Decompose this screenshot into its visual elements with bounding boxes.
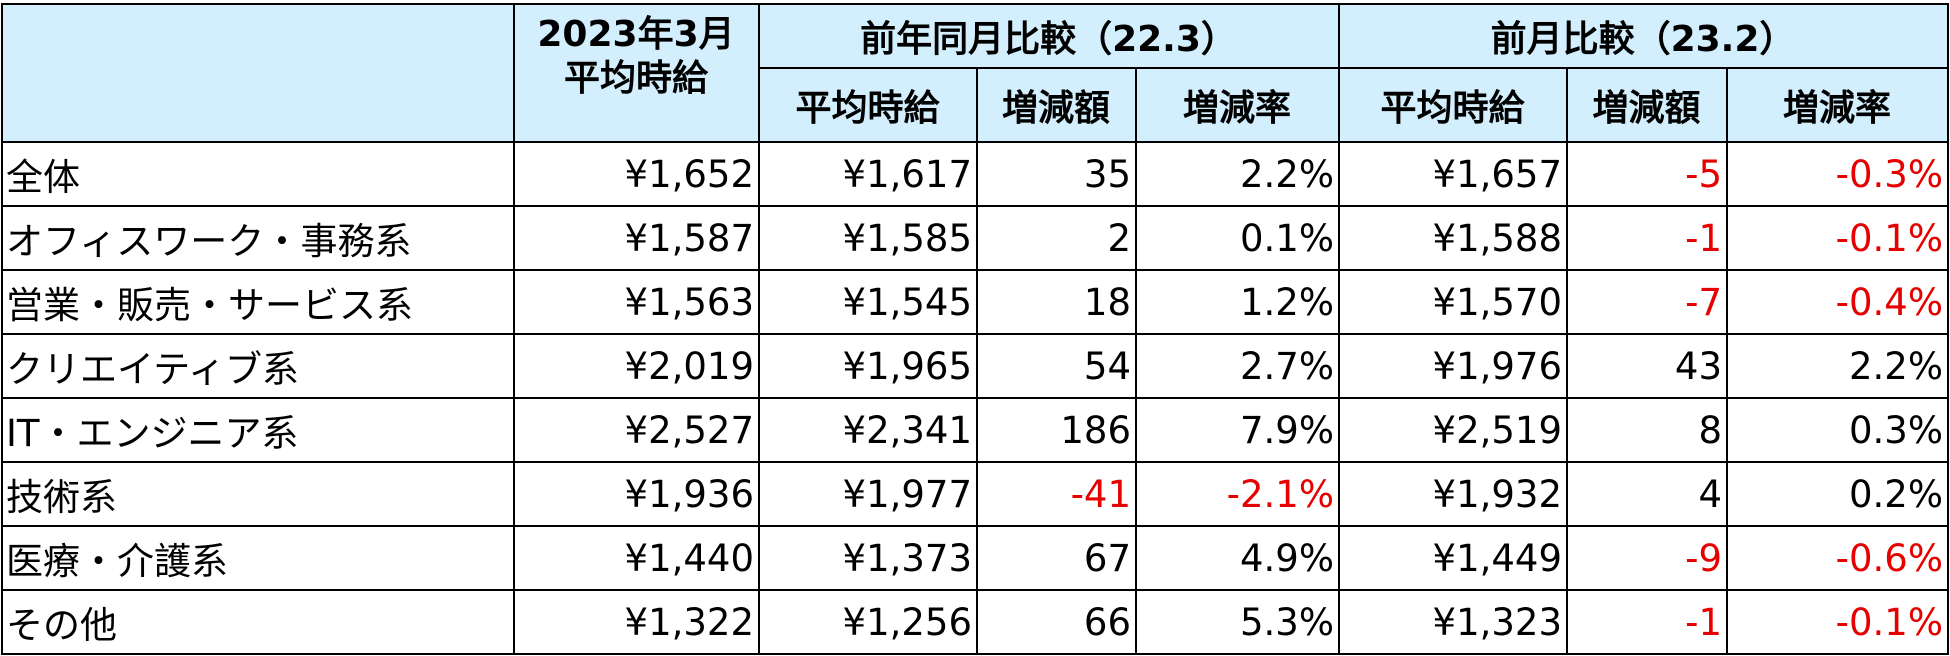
cell: -2.1% bbox=[1135, 461, 1340, 527]
table-row: クリエイティブ系 ¥2,019 ¥1,965 54 2.7% ¥1,976 43 2.2% bbox=[1, 333, 1949, 399]
table-row: IT・エンジニア系 ¥2,527 ¥2,341 186 7.9% ¥2,519 8 0.3% bbox=[1, 397, 1949, 463]
table-row: 医療・介護系 ¥1,440 ¥1,373 67 4.9% ¥1,449 -9 -0.6% bbox=[1, 525, 1949, 591]
table-header: 2023年3月 平均時給 前年同月比較（22.3） 前月比較（23.2） 平均時給… bbox=[1, 3, 1949, 143]
row-label: IT・エンジニア系 bbox=[1, 397, 515, 463]
table-body: 全体 ¥1,652 ¥1,617 35 2.2% ¥1,657 -5 -0.3% オフィスワーク… bbox=[1, 141, 1949, 655]
cell: ¥1,570 bbox=[1338, 269, 1568, 335]
cell: 18 bbox=[976, 269, 1137, 335]
cell: ¥2,341 bbox=[758, 397, 978, 463]
cell: ¥1,256 bbox=[758, 589, 978, 655]
cell: ¥1,657 bbox=[1338, 141, 1568, 207]
subheader: 平均時給 bbox=[758, 67, 978, 143]
cell: ¥2,527 bbox=[513, 397, 760, 463]
cell: ¥1,588 bbox=[1338, 205, 1568, 271]
cell: -1 bbox=[1566, 205, 1728, 271]
cell: ¥1,323 bbox=[1338, 589, 1568, 655]
cell: -0.1% bbox=[1726, 205, 1949, 271]
cell: ¥1,977 bbox=[758, 461, 978, 527]
current-header: 2023年3月 平均時給 bbox=[513, 3, 760, 143]
cell: -1 bbox=[1566, 589, 1728, 655]
cell: 67 bbox=[976, 525, 1137, 591]
cell: ¥1,322 bbox=[513, 589, 760, 655]
row-label: その他 bbox=[1, 589, 515, 655]
cell: 8 bbox=[1566, 397, 1728, 463]
table-row: 営業・販売・サービス系 ¥1,563 ¥1,545 18 1.2% ¥1,570 -7 -0.… bbox=[1, 269, 1949, 335]
cell: ¥1,449 bbox=[1338, 525, 1568, 591]
cell: ¥1,965 bbox=[758, 333, 978, 399]
cell: 7.9% bbox=[1135, 397, 1340, 463]
group-header: 前月比較（23.2） bbox=[1338, 3, 1949, 69]
cell: -9 bbox=[1566, 525, 1728, 591]
cell: ¥1,373 bbox=[758, 525, 978, 591]
cell: -7 bbox=[1566, 269, 1728, 335]
cell: 43 bbox=[1566, 333, 1728, 399]
cell: ¥2,019 bbox=[513, 333, 760, 399]
cell: ¥2,519 bbox=[1338, 397, 1568, 463]
cell: 35 bbox=[976, 141, 1137, 207]
subheader: 増減率 bbox=[1135, 67, 1340, 143]
row-label: 営業・販売・サービス系 bbox=[1, 269, 515, 335]
cell: 54 bbox=[976, 333, 1137, 399]
table-row: 全体 ¥1,652 ¥1,617 35 2.2% ¥1,657 -5 -0.3% bbox=[1, 141, 1949, 207]
cell: -0.6% bbox=[1726, 525, 1949, 591]
cell: 0.3% bbox=[1726, 397, 1949, 463]
group-header: 前年同月比較（22.3） bbox=[758, 3, 1340, 69]
cell: 2.2% bbox=[1135, 141, 1340, 207]
cell: ¥1,440 bbox=[513, 525, 760, 591]
table-row: 技術系 ¥1,936 ¥1,977 -41 -2.1% ¥1,932 4 0.2% bbox=[1, 461, 1949, 527]
header-line: 2023年3月 bbox=[537, 14, 735, 55]
cell: 66 bbox=[976, 589, 1137, 655]
subheader: 平均時給 bbox=[1338, 67, 1568, 143]
cell: 4.9% bbox=[1135, 525, 1340, 591]
header-line: 平均時給 bbox=[563, 58, 708, 99]
cell: 0.1% bbox=[1135, 205, 1340, 271]
cell: 0.2% bbox=[1726, 461, 1949, 527]
cell: 2.7% bbox=[1135, 333, 1340, 399]
cell: ¥1,936 bbox=[513, 461, 760, 527]
row-label: 技術系 bbox=[1, 461, 515, 527]
cell: 2 bbox=[976, 205, 1137, 271]
row-label: オフィスワーク・事務系 bbox=[1, 205, 515, 271]
table-row: その他 ¥1,322 ¥1,256 66 5.3% ¥1,323 -1 -0.1% bbox=[1, 589, 1949, 655]
corner-cell bbox=[1, 3, 515, 143]
cell: ¥1,585 bbox=[758, 205, 978, 271]
cell: ¥1,587 bbox=[513, 205, 760, 271]
cell: 186 bbox=[976, 397, 1137, 463]
cell: ¥1,563 bbox=[513, 269, 760, 335]
row-label: 全体 bbox=[1, 141, 515, 207]
subheader-row: 平均時給 増減額 増減率 平均時給 増減額 増減率 bbox=[2, 67, 1949, 143]
cell: ¥1,617 bbox=[758, 141, 978, 207]
row-label: 医療・介護系 bbox=[1, 525, 515, 591]
cell: ¥1,652 bbox=[513, 141, 760, 207]
cell: 1.2% bbox=[1135, 269, 1340, 335]
cell: 2.2% bbox=[1726, 333, 1949, 399]
header-row: 2023年3月 平均時給 前年同月比較（22.3） 前月比較（23.2） bbox=[1, 3, 1949, 143]
cell: 5.3% bbox=[1135, 589, 1340, 655]
cell: -5 bbox=[1566, 141, 1728, 207]
cell: 4 bbox=[1566, 461, 1728, 527]
table-row: オフィスワーク・事務系 ¥1,587 ¥1,585 2 0.1% ¥1,588 -1 -0.1… bbox=[1, 205, 1949, 271]
cell: -41 bbox=[976, 461, 1137, 527]
cell: -0.3% bbox=[1726, 141, 1949, 207]
subheader: 増減額 bbox=[976, 67, 1137, 143]
cell: -0.4% bbox=[1726, 269, 1949, 335]
row-label: クリエイティブ系 bbox=[1, 333, 515, 399]
cell: ¥1,932 bbox=[1338, 461, 1568, 527]
subheader: 増減率 bbox=[1726, 67, 1949, 143]
cell: ¥1,976 bbox=[1338, 333, 1568, 399]
cell: -0.1% bbox=[1726, 589, 1949, 655]
subheader: 増減額 bbox=[1566, 67, 1728, 143]
wage-table: 2023年3月 平均時給 前年同月比較（22.3） 前月比較（23.2） 平均時給… bbox=[1, 3, 1949, 655]
cell: ¥1,545 bbox=[758, 269, 978, 335]
